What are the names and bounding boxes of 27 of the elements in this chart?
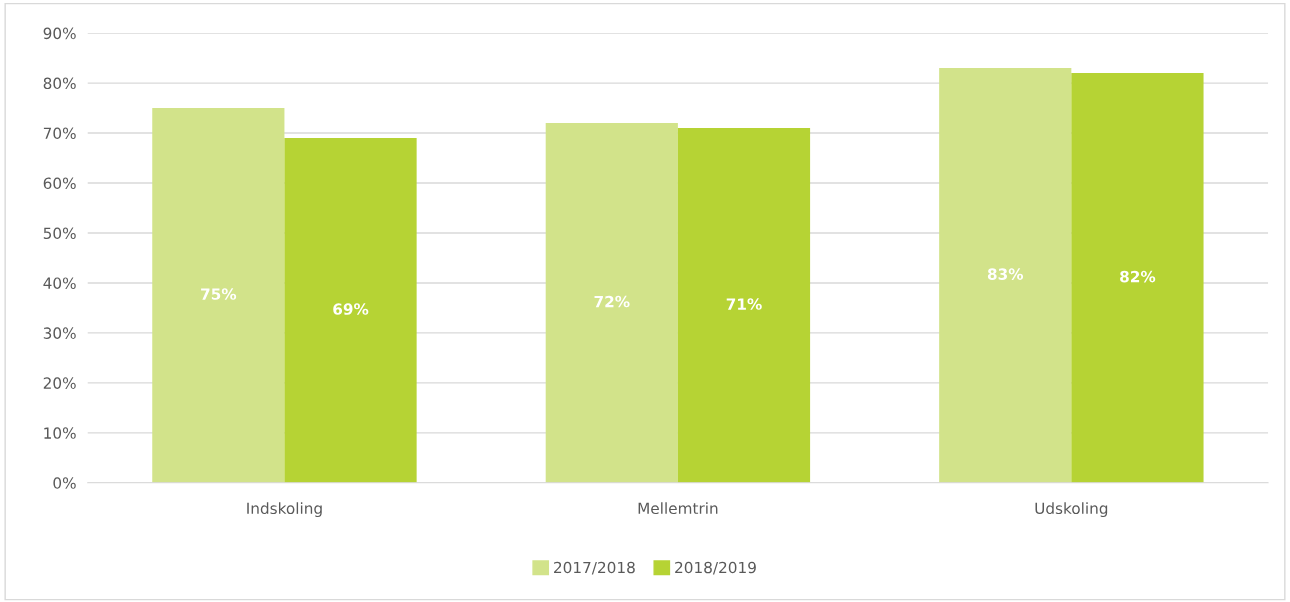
bar <box>284 138 417 483</box>
legend-label: 2018/2019 <box>675 561 756 575</box>
x-tick-label: Udskoling <box>1035 502 1108 518</box>
y-tick-label: 10% <box>44 427 76 439</box>
bar <box>939 68 1072 483</box>
x-tick-label: Mellemtrin <box>638 502 718 515</box>
bar <box>1071 73 1204 483</box>
data-label: 71% <box>726 298 762 310</box>
bar <box>152 108 285 483</box>
x-tick-label: Indskoling <box>247 502 322 518</box>
y-tick-label: 0% <box>53 477 76 489</box>
y-tick-label: 20% <box>43 377 76 389</box>
legend-label: 2017/2018 <box>554 561 635 575</box>
data-label: 75% <box>201 288 237 300</box>
y-tick-label: 90% <box>43 27 76 40</box>
y-tick-label: 40% <box>43 277 76 289</box>
y-tick-label: 60% <box>43 177 76 190</box>
data-label: 72% <box>594 295 630 308</box>
y-tick-label: 50% <box>43 227 76 239</box>
bar <box>677 128 811 483</box>
data-label: 83% <box>987 268 1024 280</box>
y-tick-label: 30% <box>43 327 76 339</box>
data-label: 69% <box>333 303 369 315</box>
y-tick-label: 80% <box>43 77 76 90</box>
y-tick-label: 70% <box>43 127 76 140</box>
data-label: 82% <box>1120 270 1156 283</box>
bar <box>545 123 678 483</box>
